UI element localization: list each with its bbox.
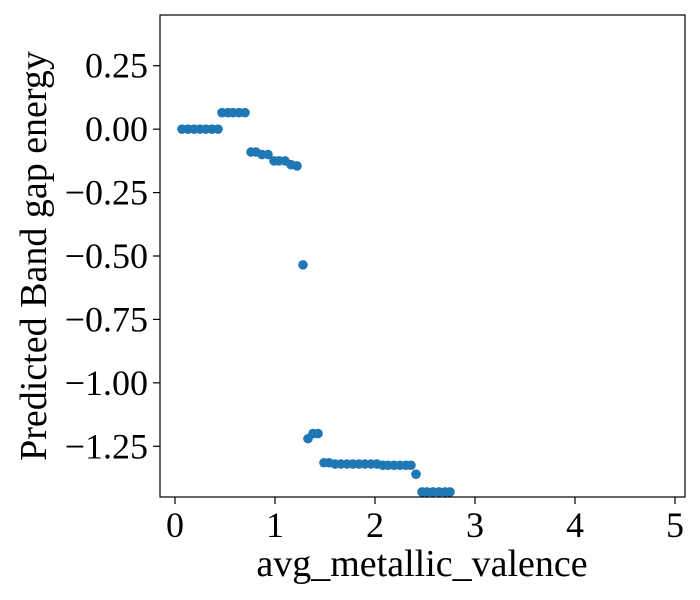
data-point: [313, 428, 323, 439]
data-points: [177, 107, 455, 497]
data-point: [445, 487, 455, 497]
x-tick-label: 3: [466, 505, 484, 545]
y-axis-ticks: 0.25 0.00 −0.25 −0.50 −0.75 −1.00 −1.25: [65, 46, 160, 466]
y-tick-label: 0.00: [85, 109, 148, 149]
plot-frame: [159, 14, 686, 498]
data-point: [240, 107, 250, 118]
y-axis-label: Predicted Band gap energy: [13, 51, 55, 461]
y-tick-label: −0.75: [65, 299, 148, 339]
data-point: [213, 124, 223, 134]
y-tick-label: 0.25: [85, 46, 148, 86]
data-point: [411, 469, 421, 479]
y-tick-label: −0.25: [65, 173, 148, 213]
y-tick-label: −0.50: [65, 236, 148, 276]
data-point: [263, 149, 273, 160]
data-point: [292, 161, 302, 171]
x-tick-label: 0: [166, 505, 184, 545]
data-point: [298, 260, 308, 270]
x-axis-label: avg_metallic_valence: [256, 543, 587, 585]
y-tick-label: −1.00: [65, 363, 148, 403]
data-point: [406, 460, 416, 471]
x-tick-label: 2: [366, 505, 384, 545]
x-tick-label: 5: [666, 505, 684, 545]
y-tick-label: −1.25: [65, 426, 148, 466]
x-tick-label: 1: [266, 505, 284, 545]
x-axis-ticks: 0 1 2 3 4 5: [166, 497, 684, 545]
x-tick-label: 4: [566, 505, 584, 545]
